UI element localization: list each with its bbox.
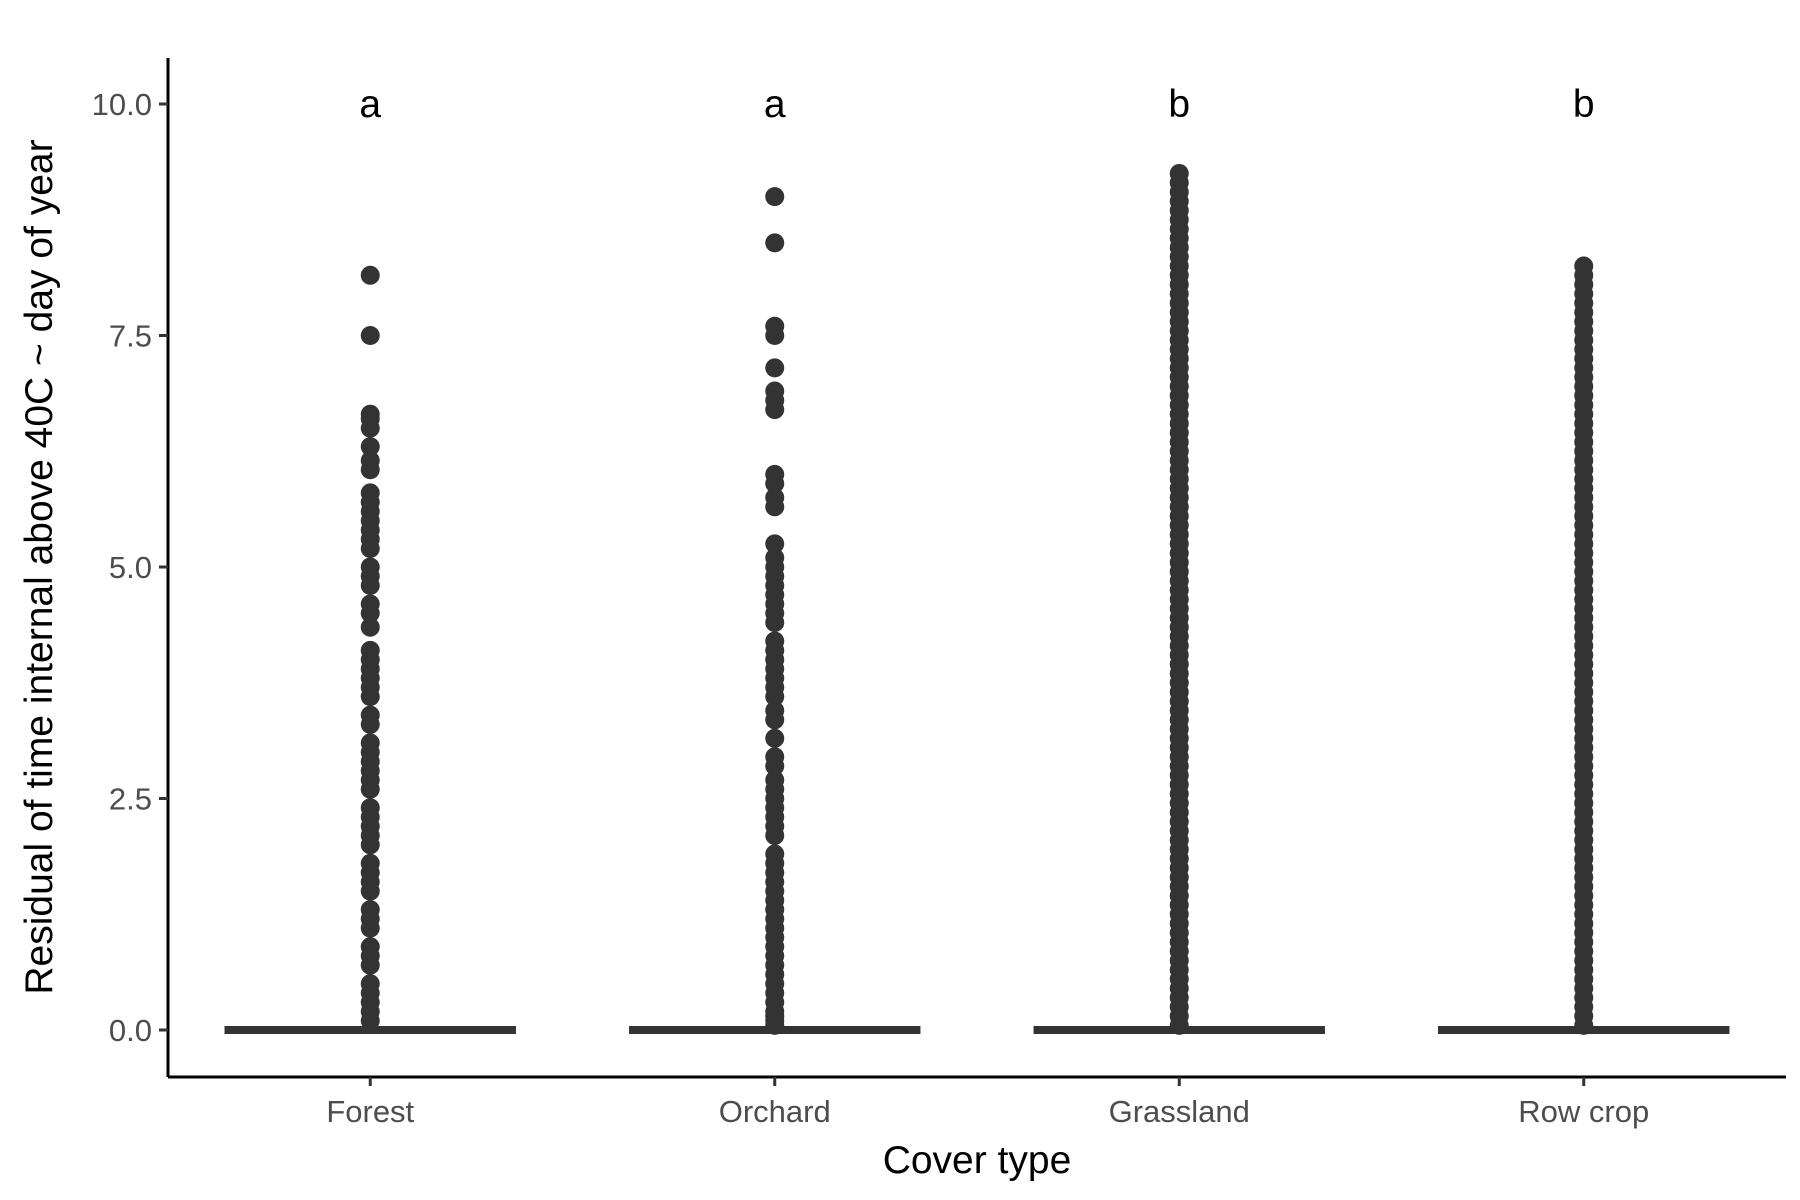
y-tick-label: 7.5: [109, 319, 152, 354]
outlier-point: [360, 937, 380, 957]
outlier-point: [765, 233, 785, 253]
y-tick-label: 5.0: [109, 550, 152, 585]
x-axis-title: Cover type: [883, 1139, 1072, 1182]
boxplot-grassland: [1033, 163, 1325, 1035]
outlier-point: [360, 974, 380, 994]
x-axis-ticks: Forest Orchard Grassland Row crop: [326, 1077, 1649, 1129]
outlier-point: [360, 798, 380, 818]
x-tick-label: Orchard: [719, 1094, 831, 1129]
boxplots: [224, 163, 1730, 1035]
outlier-point: [360, 557, 380, 577]
y-tick-label: 10.0: [92, 87, 152, 122]
outlier-point: [360, 437, 380, 457]
outlier-point: [360, 326, 380, 345]
x-tick-label: Grassland: [1109, 1094, 1250, 1129]
boxplot-forest: [224, 265, 516, 1034]
outlier-point: [765, 464, 785, 484]
outlier-point: [765, 631, 785, 651]
outlier-point: [360, 483, 380, 503]
x-tick-label: Forest: [326, 1094, 414, 1129]
outlier-point: [765, 187, 785, 207]
outlier-point: [1169, 163, 1189, 183]
outlier-point: [765, 488, 785, 508]
outlier-point: [360, 451, 380, 471]
outlier-point: [765, 381, 785, 401]
outlier-point: [360, 265, 380, 285]
outlier-point: [360, 733, 380, 753]
outlier-point: [360, 640, 380, 660]
group-letter: a: [359, 83, 381, 126]
boxplot-orchard: [629, 187, 921, 1035]
outlier-point: [765, 728, 785, 748]
outlier-point: [360, 705, 380, 725]
y-tick-label: 2.5: [109, 782, 152, 817]
y-tick-label: 0.0: [109, 1013, 152, 1048]
outlier-point: [765, 358, 785, 378]
group-letter: b: [1168, 83, 1190, 126]
boxplot-row-crop: [1438, 256, 1730, 1035]
group-letter: a: [764, 83, 786, 126]
outlier-point: [360, 594, 380, 614]
outlier-point: [360, 853, 380, 873]
y-axis-title: Residual of time internal above 40C ~ da…: [18, 139, 61, 994]
outlier-point: [1574, 256, 1594, 276]
outlier-point: [360, 617, 380, 637]
outlier-point: [765, 747, 785, 767]
outlier-point: [360, 900, 380, 920]
y-axis-ticks: 0.0 2.5 5.0 7.5 10.0: [92, 87, 168, 1048]
group-letter: b: [1573, 83, 1595, 126]
outlier-point: [765, 701, 785, 721]
x-tick-label: Row crop: [1518, 1094, 1649, 1129]
outlier-point: [360, 404, 380, 424]
outlier-point: [765, 844, 785, 864]
outlier-point: [765, 770, 785, 790]
outlier-point: [765, 548, 785, 568]
outlier-point: [765, 316, 785, 336]
outlier-point: [765, 534, 785, 554]
